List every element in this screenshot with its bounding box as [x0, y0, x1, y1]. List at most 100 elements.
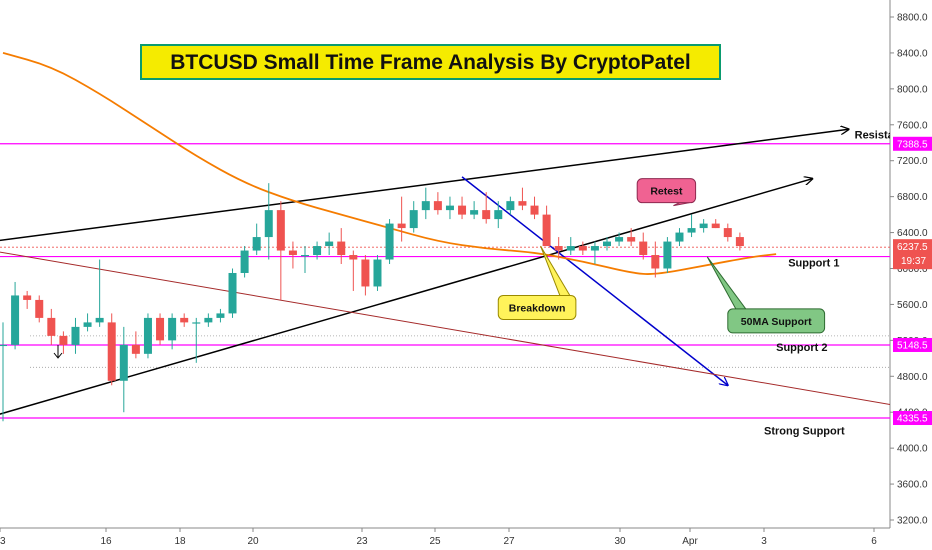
candle-body	[11, 295, 20, 345]
candle[interactable]	[131, 331, 140, 359]
callout-breakdown[interactable]: Breakdown	[497, 245, 577, 320]
candle[interactable]	[216, 308, 225, 323]
candle[interactable]	[95, 259, 104, 327]
candle-body	[530, 205, 539, 215]
candle[interactable]	[542, 205, 551, 247]
candle-body	[325, 241, 334, 247]
candle[interactable]	[421, 187, 430, 220]
candle-body	[0, 344, 7, 347]
callout-retest[interactable]: Retest	[636, 178, 697, 207]
downtrend-line[interactable]	[461, 176, 728, 385]
candle[interactable]	[530, 196, 539, 220]
candle[interactable]	[156, 313, 165, 345]
candle-body	[59, 335, 68, 345]
candle[interactable]	[11, 281, 20, 350]
candle[interactable]	[687, 214, 696, 238]
candle[interactable]	[458, 196, 467, 220]
candle[interactable]	[349, 250, 358, 291]
candle-body	[95, 317, 104, 323]
candle[interactable]	[373, 255, 382, 291]
candle[interactable]	[83, 313, 92, 332]
candle[interactable]	[723, 223, 732, 242]
level-price-text: 5148.5	[897, 340, 928, 351]
title-box: BTCUSD Small Time Frame Analysis By Cryp…	[140, 44, 721, 80]
channel-upper[interactable]	[0, 129, 849, 242]
candle-body	[361, 259, 370, 287]
x-tick-label: 6	[871, 536, 877, 547]
candle[interactable]	[313, 241, 322, 260]
candle[interactable]	[337, 228, 346, 265]
candle-body	[470, 210, 479, 215]
x-tick-label: 25	[429, 536, 441, 547]
candle[interactable]	[675, 228, 684, 247]
y-tick-label: 6800.0	[897, 192, 928, 203]
candle[interactable]	[482, 192, 491, 224]
candle[interactable]	[397, 196, 406, 242]
level-price-tag	[893, 411, 932, 426]
candle[interactable]	[445, 196, 454, 220]
channel-lower[interactable]	[0, 179, 812, 417]
candle[interactable]	[639, 232, 648, 260]
candle[interactable]	[590, 241, 599, 265]
level-price-tag	[893, 136, 932, 151]
candle[interactable]	[276, 201, 285, 300]
candle[interactable]	[59, 331, 68, 354]
candle[interactable]	[143, 313, 152, 359]
candle[interactable]	[566, 237, 575, 256]
candle[interactable]	[651, 241, 660, 278]
x-axis: 3 16 18 20 23 25 27 30 Apr 3 6	[0, 528, 877, 547]
title-background	[140, 44, 721, 80]
candle[interactable]	[228, 268, 237, 318]
candle-body	[421, 201, 430, 211]
candle-body	[385, 223, 394, 260]
candle[interactable]	[494, 201, 503, 229]
callout-50ma-support[interactable]: 50MA Support	[706, 256, 826, 334]
candle[interactable]	[554, 237, 563, 260]
candle[interactable]	[385, 219, 394, 265]
candle[interactable]	[23, 290, 32, 309]
label-support-1: Support 1	[788, 258, 839, 270]
candle[interactable]	[518, 187, 527, 211]
long-trend-line[interactable]	[0, 251, 909, 408]
candle[interactable]	[168, 313, 177, 350]
candle[interactable]	[240, 246, 249, 278]
candle[interactable]	[615, 232, 624, 247]
candle[interactable]	[119, 326, 128, 413]
candle-body	[687, 228, 696, 233]
candle[interactable]	[252, 223, 261, 256]
candle[interactable]	[180, 313, 189, 327]
candle[interactable]	[301, 246, 309, 273]
candle[interactable]	[47, 308, 56, 345]
candle[interactable]	[506, 196, 515, 215]
candle[interactable]	[433, 192, 442, 215]
candle-body	[276, 210, 285, 251]
candle[interactable]	[470, 201, 479, 220]
level-price-text: 4335.5	[897, 414, 928, 425]
candle-body	[651, 255, 660, 269]
candle[interactable]	[627, 228, 636, 247]
candle[interactable]	[361, 255, 370, 296]
candle[interactable]	[578, 241, 587, 256]
candle[interactable]	[71, 317, 80, 354]
candle[interactable]	[603, 237, 611, 251]
candle-body	[168, 317, 177, 341]
candle[interactable]	[288, 241, 297, 269]
candle[interactable]	[204, 313, 213, 327]
y-tick-label: 8800.0	[897, 13, 928, 24]
down-arrow-icon	[53, 345, 63, 359]
candle[interactable]	[735, 232, 744, 251]
y-tick-label: 6400.0	[897, 228, 928, 239]
candle[interactable]	[107, 313, 116, 386]
candle-body	[180, 317, 189, 323]
candle[interactable]	[663, 237, 672, 273]
candle[interactable]	[711, 219, 720, 229]
candle[interactable]	[699, 219, 708, 233]
candle-body	[107, 322, 116, 381]
candle[interactable]	[35, 295, 44, 323]
candle[interactable]	[264, 183, 273, 260]
candle[interactable]	[192, 317, 201, 363]
candle[interactable]	[325, 232, 334, 256]
candle[interactable]	[0, 322, 7, 422]
candle[interactable]	[409, 201, 418, 233]
